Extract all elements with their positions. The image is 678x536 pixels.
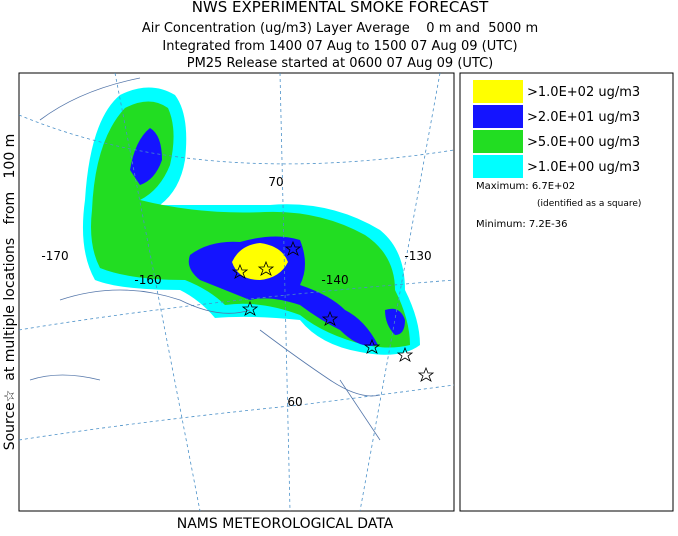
max-note: (identified as a square) xyxy=(537,199,641,209)
subtitle: Integrated from 1400 07 Aug to 1500 07 A… xyxy=(162,39,517,54)
map-label: -130 xyxy=(404,249,431,263)
plume-contour xyxy=(130,128,405,346)
legend-swatch xyxy=(473,130,523,153)
subtitle: Air Concentration (ug/m3) Layer Average … xyxy=(142,21,538,36)
minimum: Minimum: 7.2E-36 xyxy=(476,219,567,230)
map-label: -160 xyxy=(134,273,161,287)
map-label: -140 xyxy=(321,273,348,287)
legend-swatch xyxy=(473,105,523,128)
map-label: -170 xyxy=(41,249,68,263)
legend-label: >1.0E+02 ug/m3 xyxy=(527,85,640,100)
map: -170 -160 70 -140 -130 60 xyxy=(18,72,455,512)
map-label: 70 xyxy=(268,175,283,189)
title: NWS EXPERIMENTAL SMOKE FORECAST xyxy=(192,0,489,16)
legend: Maximum: 6.7E+02 (identified as a square… xyxy=(459,72,674,512)
side-label: Source☆ at multiple locations from 100 m xyxy=(2,134,18,451)
subtitle: PM25 Release started at 0600 07 Aug 09 (… xyxy=(187,56,494,71)
legend-swatch xyxy=(473,155,523,178)
legend-swatch xyxy=(473,80,523,103)
map-label: 60 xyxy=(287,395,302,409)
legend-label: >1.0E+00 ug/m3 xyxy=(527,160,640,175)
legend-label: >5.0E+00 ug/m3 xyxy=(527,135,640,150)
footer: NAMS METEOROLOGICAL DATA xyxy=(177,516,394,532)
legend-label: >2.0E+01 ug/m3 xyxy=(527,110,640,125)
maximum: Maximum: 6.7E+02 xyxy=(476,181,575,192)
sources xyxy=(231,240,435,382)
plume-contour xyxy=(91,101,410,348)
